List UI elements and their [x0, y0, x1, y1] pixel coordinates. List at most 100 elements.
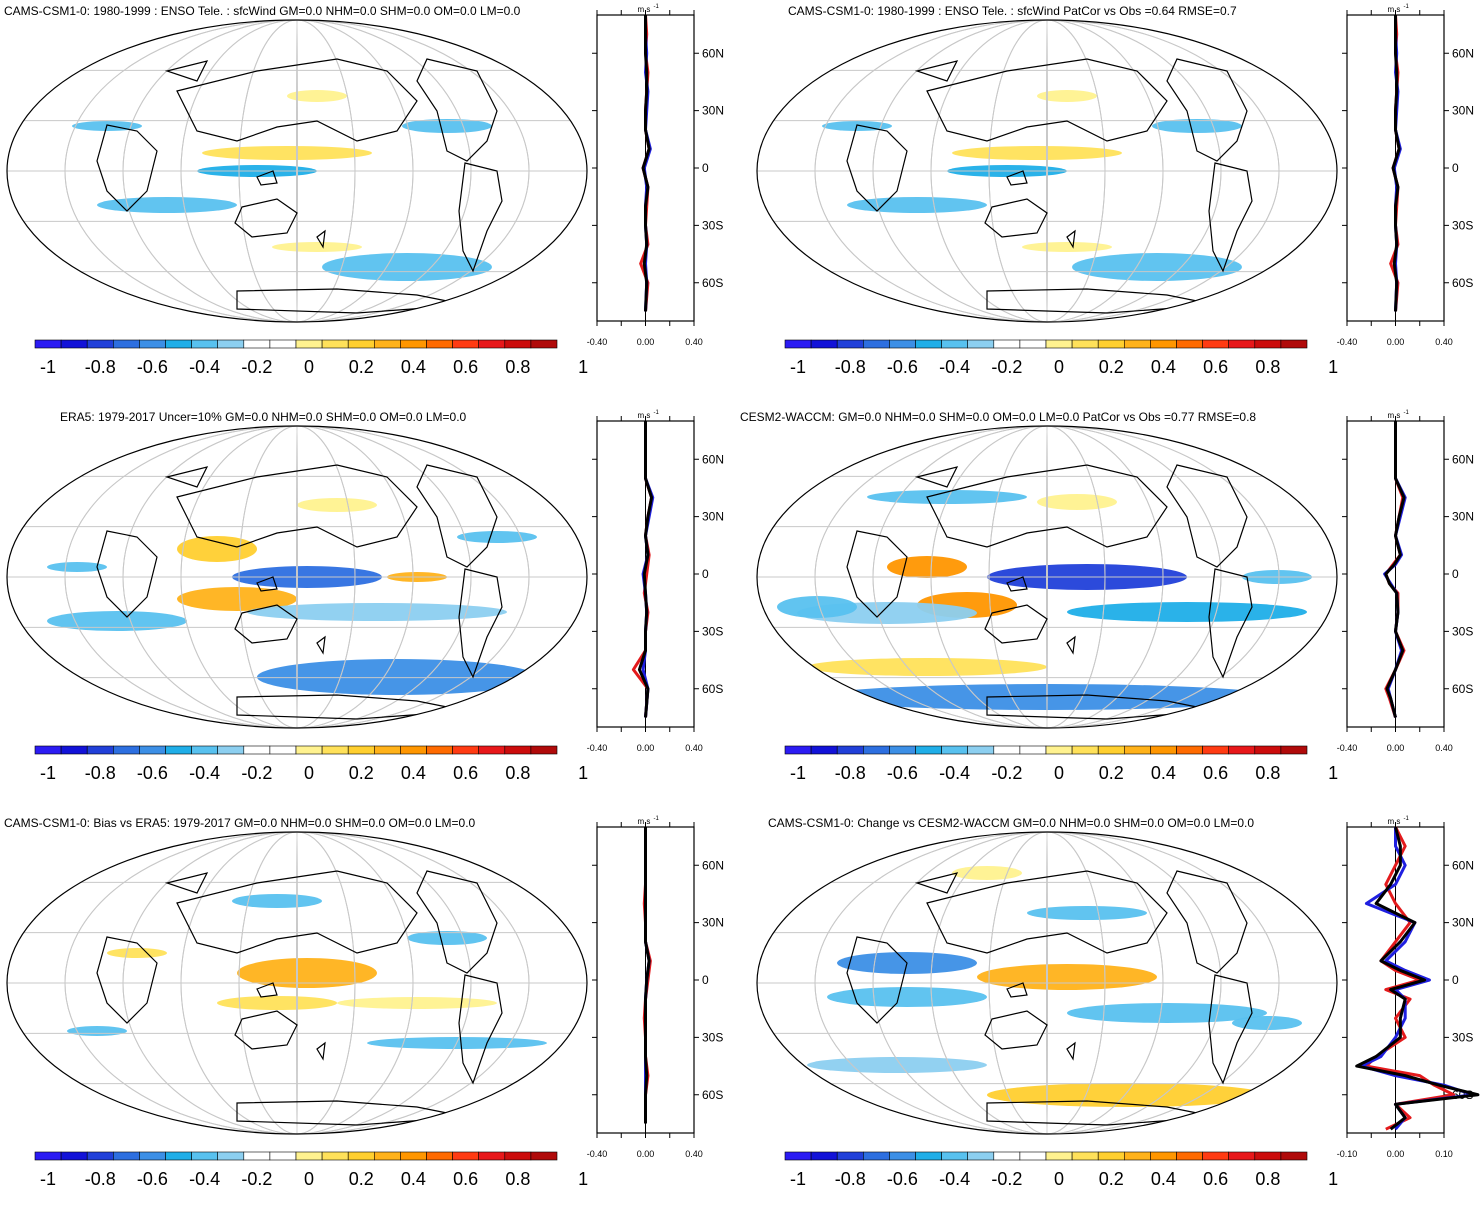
- colorbar-tick-label: -0.6: [887, 1169, 918, 1187]
- colorbar-swatch: [810, 339, 838, 349]
- longitude-line: [1046, 426, 1048, 728]
- colorbar-tick-label: -0.4: [189, 763, 220, 783]
- coastline: [256, 170, 278, 186]
- coastline: [1166, 58, 1248, 162]
- graticule: [7, 832, 587, 1134]
- anomaly-region: [337, 997, 497, 1009]
- colorbar-swatch: [1097, 339, 1125, 349]
- colorbar-swatch: [915, 745, 942, 755]
- colorbar-swatch: [967, 745, 995, 755]
- colorbar-swatch: [504, 339, 532, 349]
- coastline: [1006, 982, 1028, 998]
- colorbar-swatch: [1019, 745, 1047, 755]
- panel-4: CAMS-CSM1-0: Bias vs ERA5: 1979-2017 GM=…: [0, 812, 740, 1207]
- colorbar-tick-label: -0.6: [137, 763, 168, 783]
- colorbar-tick-label: -1: [40, 763, 56, 783]
- colorbar-swatch: [373, 339, 401, 349]
- colorbar: -1 -0.8 -0.6 -0.4 -0.2 0 0.2 0.4 0.6 0.8 1: [784, 1151, 1338, 1187]
- colorbar-tick-label: -0.6: [137, 357, 168, 377]
- colorbar-swatch: [295, 745, 323, 755]
- longitude-line: [238, 832, 356, 1134]
- map-field: [757, 426, 1337, 728]
- anomaly-region: [1232, 1016, 1302, 1030]
- longitude-line: [930, 426, 1164, 728]
- x-tick-label: 0.40: [1435, 743, 1453, 753]
- lat-tick-label: 30S: [1452, 1030, 1473, 1044]
- coastline: [914, 60, 959, 82]
- lat-tick-label: 0: [1452, 567, 1459, 581]
- series-combined: [1355, 826, 1480, 1131]
- colorbar-swatch: [139, 1151, 166, 1161]
- colorbar-swatch: [113, 745, 140, 755]
- colorbar-tick-label: 1: [578, 357, 588, 377]
- anomaly-region: [297, 498, 377, 512]
- colorbar-swatch: [993, 339, 1021, 349]
- colorbar-swatch: [1019, 1151, 1047, 1161]
- colorbar-swatch: [504, 745, 532, 755]
- lat-tick-label: 30S: [702, 218, 723, 232]
- lat-tick-label: 60N: [1452, 46, 1474, 60]
- colorbar-swatch: [1228, 745, 1256, 755]
- colorbar-tick-label: 0.2: [349, 1169, 374, 1187]
- colorbar-swatch: [1123, 339, 1151, 349]
- coastline: [846, 124, 908, 212]
- colorbar-swatch: [1254, 1151, 1282, 1161]
- coastline: [984, 1010, 1048, 1050]
- colorbar-swatch: [863, 339, 890, 349]
- x-tick-label: -0.40: [1337, 337, 1358, 347]
- colorbar-tick-label: -0.2: [241, 1169, 272, 1187]
- map-border: [756, 425, 1338, 729]
- anomaly-region: [1037, 90, 1097, 102]
- x-tick-label: 0.00: [1387, 1149, 1405, 1159]
- colorbar-swatch: [784, 1151, 812, 1161]
- colorbar-swatch: [243, 339, 271, 349]
- colorbar-swatch: [784, 339, 812, 349]
- coastline: [1006, 576, 1028, 592]
- colorbar-swatch: [478, 1151, 506, 1161]
- anomaly-region: [237, 958, 377, 988]
- colorbar-tick-label: -1: [790, 357, 806, 377]
- longitude-line: [64, 20, 530, 322]
- colorbar-swatch: [1150, 1151, 1177, 1161]
- coastline: [458, 974, 503, 1085]
- colorbar-tick-label: 1: [1328, 357, 1338, 377]
- longitude-line: [64, 426, 530, 728]
- longitude-line: [872, 426, 1222, 728]
- colorbar-swatch: [1202, 339, 1230, 349]
- coastline: [416, 464, 498, 568]
- lat-tick-label: 30S: [702, 624, 723, 638]
- colorbar-swatch: [86, 745, 114, 755]
- colorbar-swatch: [504, 1151, 532, 1161]
- units-label: m s: [1388, 411, 1401, 420]
- coastline: [416, 870, 498, 974]
- units-label: m s: [1388, 817, 1401, 826]
- colorbar-swatch: [34, 339, 62, 349]
- coastline: [316, 229, 326, 249]
- colorbar-swatch: [1280, 339, 1308, 349]
- coastline: [1208, 974, 1253, 1085]
- colorbar-swatch: [941, 745, 969, 755]
- coastline: [984, 198, 1048, 238]
- coastline: [316, 1041, 326, 1061]
- units-exponent: -1: [654, 816, 660, 822]
- zonal-mean-plot: -0.40 0.00 0.40 60N 30N 0 30S 60S m s -1: [1337, 4, 1474, 347]
- longitude-line: [1046, 20, 1048, 322]
- panel-5: CAMS-CSM1-0: Change vs CESM2-WACCM GM=0.…: [750, 812, 1483, 1207]
- colorbar-swatch: [139, 745, 166, 755]
- colorbar-tick-label: 0.6: [1203, 1169, 1228, 1187]
- colorbar-tick-label: 0.2: [1099, 763, 1124, 783]
- colorbar-tick-label: -1: [40, 1169, 56, 1187]
- colorbar-swatch: [321, 1151, 349, 1161]
- colorbar-swatch: [1176, 339, 1203, 349]
- colorbar-tick-label: -0.6: [887, 357, 918, 377]
- colorbar-tick-label: -0.8: [835, 357, 866, 377]
- coastline: [846, 530, 908, 618]
- colorbar-swatch: [1176, 1151, 1203, 1161]
- anomaly-region: [887, 556, 967, 578]
- lat-tick-label: 60S: [702, 276, 723, 290]
- colorbar-swatch: [269, 1151, 297, 1161]
- anomaly-region: [177, 587, 297, 611]
- longitude-line: [930, 832, 1164, 1134]
